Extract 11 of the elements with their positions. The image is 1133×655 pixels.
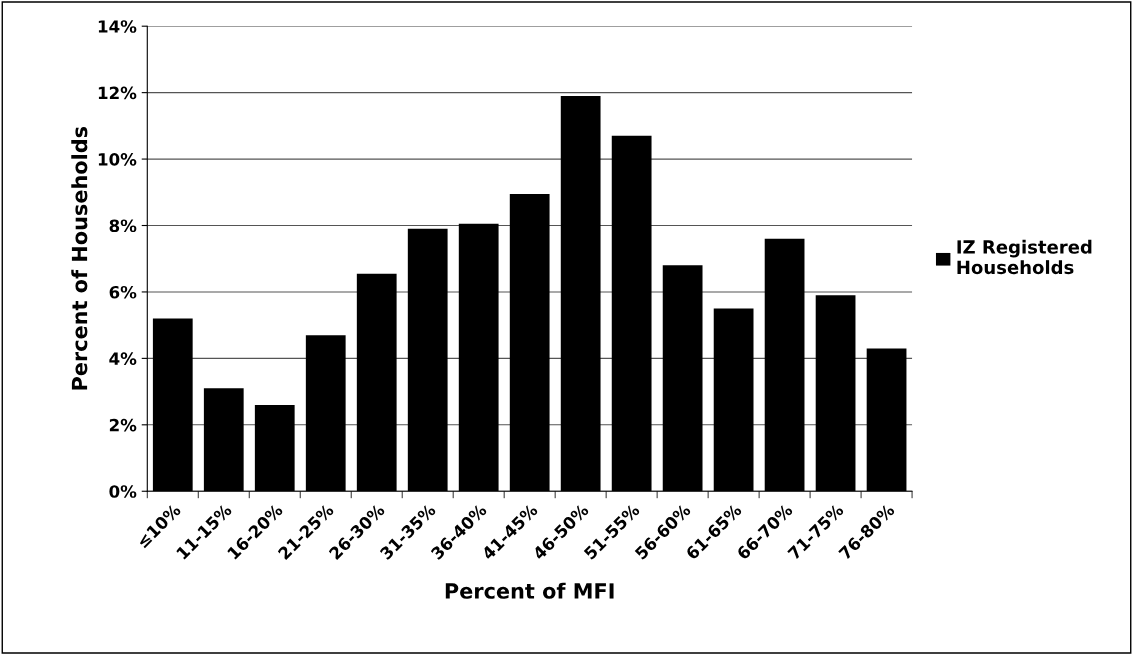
y-tick-label: 2% bbox=[109, 418, 137, 432]
legend-label: IZ Registered Households bbox=[957, 239, 1092, 275]
x-axis-title: Percent of MFI bbox=[445, 582, 614, 599]
y-tick-label: 4% bbox=[109, 352, 137, 365]
y-axis-title: Percent of Households bbox=[71, 126, 88, 390]
y-tick-label: 12% bbox=[98, 86, 137, 100]
y-tick-label: 6% bbox=[109, 285, 137, 299]
y-tick-label: 0% bbox=[109, 485, 137, 498]
y-tick-label: 8% bbox=[109, 219, 137, 233]
y-tick-label: 14% bbox=[98, 20, 137, 33]
y-tick-label: 10% bbox=[98, 153, 137, 166]
